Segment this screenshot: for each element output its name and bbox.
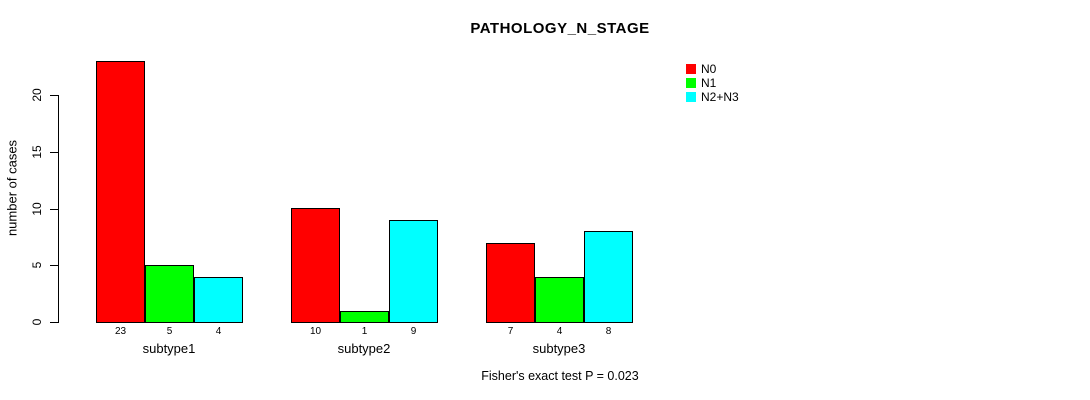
bar: [340, 311, 389, 323]
legend: N0 N1 N2+N3: [686, 62, 739, 104]
bar-value-label: 4: [556, 326, 563, 337]
legend-label: N2+N3: [701, 90, 739, 104]
legend-label: N0: [701, 62, 717, 76]
legend-item: N1: [686, 76, 739, 90]
bar: [96, 61, 145, 323]
bar-value-label: 9: [410, 326, 417, 337]
y-axis-label: number of cases: [4, 139, 20, 237]
bar-value-label: 10: [309, 326, 322, 337]
y-tick-label: 10: [30, 202, 44, 216]
y-tick-label: 0: [30, 318, 44, 326]
bar: [486, 243, 535, 323]
bar-value-label: 8: [605, 326, 612, 337]
annotation-text: Fisher's exact test P = 0.023: [481, 369, 639, 383]
y-tick: [50, 152, 58, 153]
bar: [389, 220, 438, 323]
bar-value-label: 23: [114, 326, 127, 337]
y-tick: [50, 322, 58, 323]
bar: [535, 277, 584, 323]
y-tick-label: 5: [30, 261, 44, 269]
y-tick: [50, 265, 58, 266]
bar: [194, 277, 243, 323]
bar: [291, 208, 340, 323]
bar-value-label: 1: [361, 326, 368, 337]
legend-swatch: [686, 78, 696, 88]
bar-value-label: 4: [215, 326, 222, 337]
y-tick-label: 20: [30, 88, 44, 102]
category-label: subtype3: [532, 341, 586, 356]
chart-title: PATHOLOGY_N_STAGE: [470, 20, 650, 37]
legend-item: N0: [686, 62, 739, 76]
y-tick-label: 15: [30, 145, 44, 159]
y-tick: [50, 209, 58, 210]
y-tick: [50, 95, 58, 96]
legend-swatch: [686, 92, 696, 102]
bar-value-label: 7: [507, 326, 514, 337]
legend-swatch: [686, 64, 696, 74]
bar: [145, 265, 194, 323]
y-axis-line: [58, 95, 59, 323]
bar-value-label: 5: [166, 326, 173, 337]
category-label: subtype2: [337, 341, 391, 356]
legend-label: N1: [701, 76, 717, 90]
legend-item: N2+N3: [686, 90, 739, 104]
bar: [584, 231, 633, 323]
category-label: subtype1: [142, 341, 196, 356]
